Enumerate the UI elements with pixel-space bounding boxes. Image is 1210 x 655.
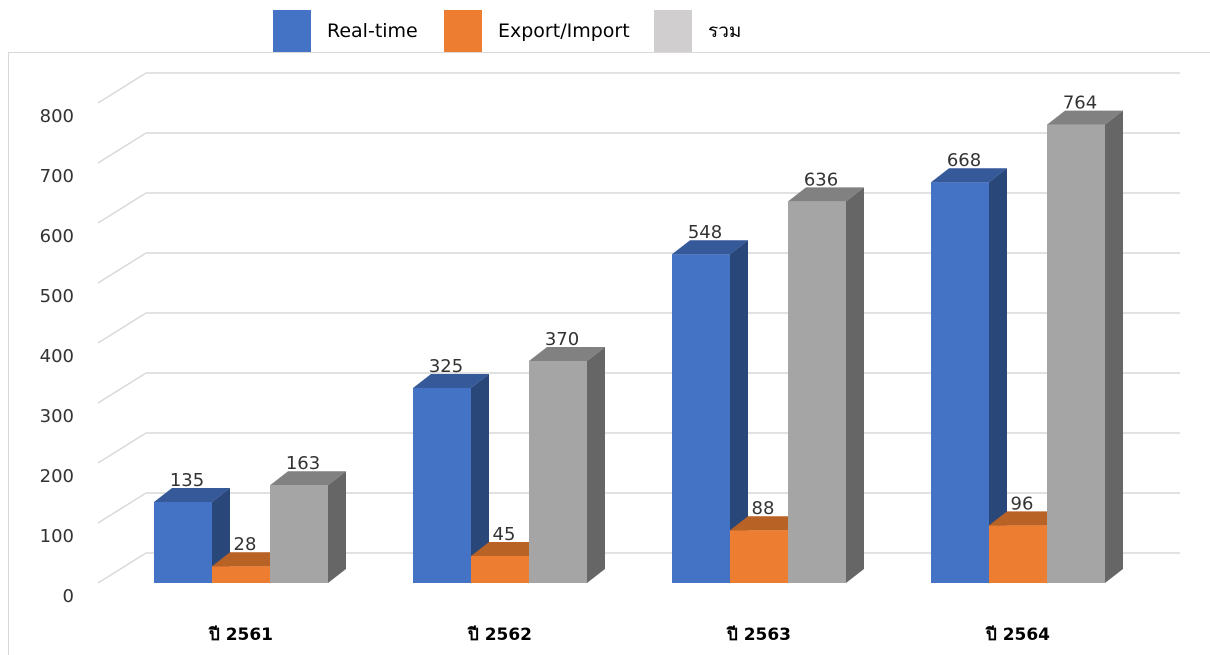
data-label: 548 — [688, 222, 722, 243]
gridline-diagonal — [97, 192, 147, 224]
legend-swatch-total — [654, 10, 692, 52]
gridline-diagonal — [97, 432, 147, 464]
bar-top — [413, 374, 489, 388]
bar — [730, 530, 788, 583]
data-label: 28 — [234, 534, 257, 555]
y-tick-label: 400 — [40, 346, 74, 367]
bar — [154, 502, 212, 583]
category-label: ปี 2561 — [208, 624, 273, 645]
data-label: 96 — [1011, 493, 1034, 514]
bar-top — [212, 552, 288, 567]
gridline-diagonal — [97, 372, 147, 404]
chart-legend: Real-time Export/Import รวม — [0, 0, 1210, 52]
category-label: ปี 2562 — [467, 624, 532, 645]
category-label: ปี 2563 — [726, 624, 791, 645]
bar — [989, 525, 1047, 583]
gridline-diagonal — [97, 312, 147, 344]
bar-top — [154, 488, 230, 502]
legend-item-export-import: Export/Import — [444, 10, 630, 52]
bar-top — [471, 542, 547, 556]
data-label: 45 — [493, 524, 516, 545]
bar — [931, 182, 989, 583]
y-tick-label: 700 — [40, 166, 74, 187]
bar — [788, 201, 846, 583]
bar-side — [1105, 110, 1123, 583]
bar — [1047, 124, 1105, 583]
y-tick-label: 300 — [40, 406, 74, 427]
bar-top — [989, 511, 1065, 526]
category-label: ปี 2564 — [985, 624, 1050, 645]
data-label: 135 — [170, 470, 204, 491]
bar-side — [730, 240, 748, 583]
data-label: 636 — [804, 169, 838, 190]
data-label: 370 — [545, 329, 579, 350]
bar-top — [270, 471, 346, 486]
bar-side — [989, 168, 1007, 583]
data-label: 668 — [947, 150, 981, 171]
data-label: 88 — [752, 498, 775, 519]
bar — [672, 254, 730, 583]
bar — [270, 485, 328, 583]
gridline-diagonal — [97, 492, 147, 524]
bar-side — [471, 374, 489, 583]
bar-top — [788, 187, 864, 202]
y-tick-label: 500 — [40, 286, 74, 307]
bar-top — [931, 168, 1007, 183]
y-tick-label: 800 — [40, 106, 74, 127]
bar-side — [846, 187, 864, 583]
plot-frame — [8, 52, 1210, 655]
bar-side — [587, 347, 605, 583]
legend-swatch-real-time — [273, 10, 311, 52]
legend-label-export-import: Export/Import — [498, 20, 630, 42]
y-tick-label: 600 — [40, 226, 74, 247]
bar-top — [672, 240, 748, 255]
bar-side — [328, 471, 346, 583]
y-tick-label: 100 — [40, 526, 74, 547]
y-tick-label: 200 — [40, 466, 74, 487]
data-label: 764 — [1063, 93, 1097, 114]
legend-label-real-time: Real-time — [327, 20, 418, 42]
data-label: 163 — [286, 453, 320, 474]
legend-swatch-export-import — [444, 10, 482, 52]
bar — [529, 361, 587, 583]
legend-item-real-time: Real-time — [273, 10, 418, 52]
y-tick-label: 0 — [63, 586, 74, 607]
gridline-diagonal — [97, 72, 147, 104]
bar — [471, 556, 529, 583]
data-label: 325 — [429, 356, 463, 377]
legend-item-total: รวม — [654, 10, 741, 52]
bar — [413, 388, 471, 583]
gridline-diagonal — [97, 252, 147, 284]
bar-top — [730, 516, 806, 531]
gridline-diagonal — [97, 132, 147, 164]
bar-top — [529, 347, 605, 361]
gridline-diagonal — [97, 552, 147, 584]
bar-top — [1047, 110, 1123, 125]
bar — [212, 566, 270, 583]
legend-label-total: รวม — [708, 20, 742, 42]
